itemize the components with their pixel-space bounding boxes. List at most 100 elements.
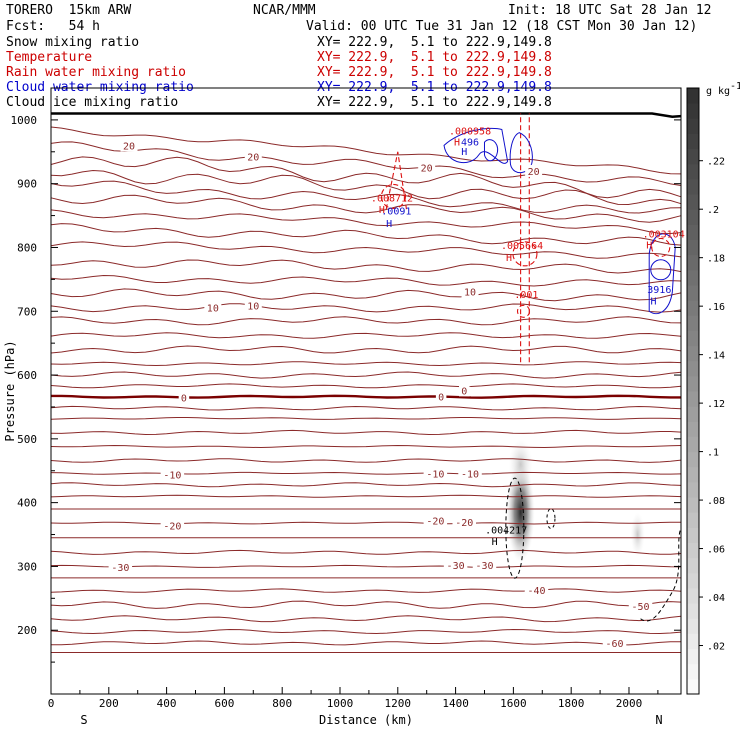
isotherm [50,316,682,326]
legend-entry-name: Cloud ice mixing ratio [6,95,179,110]
isotherm-label: -50 [632,602,650,613]
isotherm [50,361,682,367]
colorbar-segment [687,633,699,650]
extremum-label: H [506,253,512,264]
isotherm [50,259,682,274]
isotherm [50,458,682,463]
cloud-water-contour [483,139,499,162]
colorbar-segment [687,178,699,195]
colorbar-segment [687,466,699,483]
isotherm-label-bg [472,559,497,572]
colorbar-segment [687,269,699,286]
isotherm-label: -20 [163,522,181,533]
isotherm-label: 0 [438,393,444,404]
isotherm [50,471,682,475]
isotherm [50,417,682,420]
colorbar-segment [687,527,699,543]
colorbar-segment [687,678,699,695]
isotherm-label: 20 [123,141,135,152]
colorbar-segment [687,209,699,225]
colorbar-segment [687,224,699,240]
colorbar-segment [687,148,699,165]
colorbar-tick-label: .04 [707,593,725,604]
isotherm-label: -10 [461,469,479,480]
rain-water-contour [380,183,407,209]
colorbar-segment [687,360,699,377]
isotherm [50,156,682,199]
colorbar-segment [687,391,699,407]
colorbar-tick-label: .12 [707,399,725,410]
isotherm [50,345,682,354]
colorbar-segment [687,315,699,331]
extremum-label: .008712 [371,194,413,205]
isotherm-label: 20 [247,152,259,163]
isotherm-label: 20 [528,167,540,178]
isotherm [50,169,682,206]
isotherm-label: -30 [111,563,129,574]
x-tick-label: 800 [272,697,292,710]
legend-entry-coords: XY= 222.9, 5.1 to 222.9,149.8 [317,35,552,50]
isotherm [50,288,682,302]
extremum-label: H [454,138,460,149]
isotherm-label-bg [459,384,470,397]
extremum-label: .003104 [643,229,685,240]
extremum-label: H [461,147,467,158]
isotherm-label-bg [160,468,185,481]
colorbar-tick-label: .2 [707,205,719,216]
x-tick-label: 400 [157,697,177,710]
colorbar-segment [687,118,699,134]
isotherm [50,628,682,635]
y-tick-label: 900 [17,178,37,191]
isotherm [50,303,682,313]
colorbar-segment [687,663,699,680]
legend-entry-name: Temperature [6,50,93,65]
colorbar-segment [687,300,699,316]
isotherm-label: -30 [475,561,493,572]
isotherm [50,332,682,339]
endpoint-right-label: N [655,713,662,727]
y-tick-label: 600 [17,369,37,382]
extremum-label: .005664 [501,241,543,252]
y-tick-label: 700 [17,305,37,318]
isotherm-label-bg [435,390,447,403]
colorbar-segment [687,163,699,180]
isotherm-label-bg [524,584,549,597]
isotherm-label: 10 [207,303,219,314]
endpoint-left-label: S [80,713,87,727]
colorbar-unit-exponent: -1 [730,81,740,92]
isotherm [50,209,682,235]
y-tick-label: 1000 [11,114,38,127]
extremum-label: 496 [461,138,479,149]
cloud-water-contour [443,127,509,164]
colorbar-segment [687,572,699,589]
model-title: TORERO 15km ARW [6,3,132,18]
colorbar-segment [687,375,699,392]
init-time: Init: 18 UTC Sat 28 Jan 12 [508,3,712,18]
extremum-label: H [646,240,652,251]
colorbar-segment [687,512,699,528]
x-tick-label: 1000 [327,697,354,710]
isotherm-label-bg [160,519,185,532]
cloud-ice-contour [546,508,556,530]
isotherm [50,482,682,488]
zero-isotherm [51,394,681,399]
isotherm [50,588,682,593]
y-axis-title: Pressure (hPa) [3,340,17,441]
isotherm-label-bg [108,561,133,574]
colorbar-segment [687,284,699,301]
isotherm-label-bg [458,467,482,480]
x-tick-label: 0 [48,697,55,710]
colorbar-segment [687,330,699,347]
isotherm [50,241,682,259]
isotherm [50,429,682,436]
isotherm-label-bg [178,391,190,404]
colorbar-segment [687,557,699,574]
colorbar-segment [687,345,699,362]
extremum-label: 3916 [647,285,671,296]
colorbar-segment [687,133,699,150]
isotherm-label: -20 [455,518,473,529]
isotherm [50,194,682,223]
isotherm-label-bg [418,161,436,174]
colorbar-segment [687,497,699,513]
